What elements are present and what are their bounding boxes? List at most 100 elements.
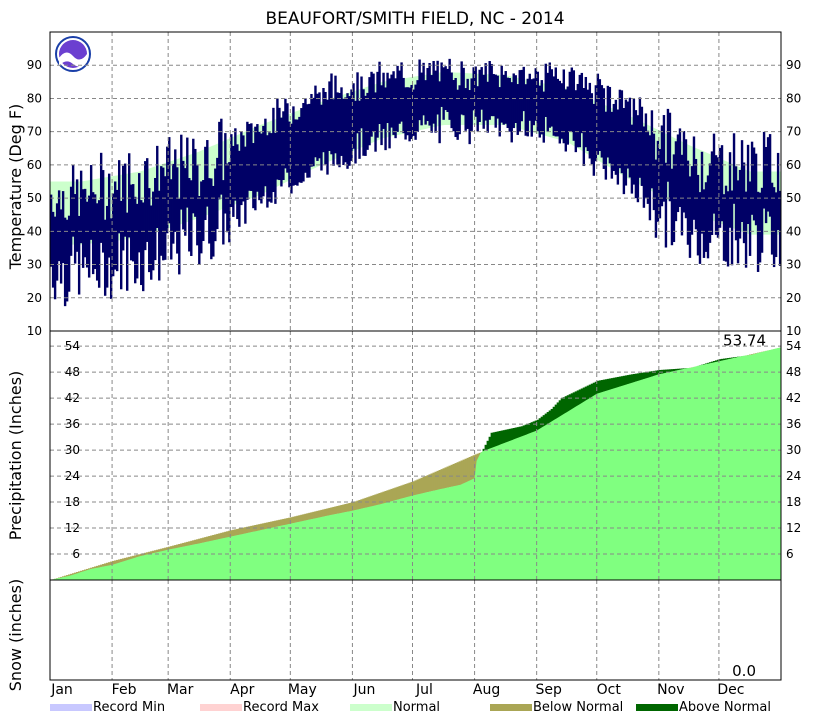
above-normal-precip-fill bbox=[626, 375, 630, 385]
observed-temperature-bar bbox=[224, 133, 227, 214]
above-normal-precip-fill bbox=[702, 364, 706, 365]
observed-temperature-bar bbox=[664, 162, 668, 248]
above-normal-precip-fill bbox=[734, 356, 738, 358]
observed-temperature-bar bbox=[162, 167, 165, 261]
observed-temperature-bar bbox=[412, 89, 415, 136]
below-normal-precip-fill bbox=[234, 529, 237, 536]
observed-temperature-bar bbox=[61, 191, 65, 264]
observed-precip-area bbox=[50, 347, 781, 580]
observed-temperature-bar bbox=[494, 74, 497, 128]
observed-temperature-bar bbox=[69, 186, 73, 256]
observed-temperature-bar bbox=[684, 139, 688, 219]
below-normal-precip-fill bbox=[320, 509, 323, 518]
observed-temperature-bar bbox=[134, 196, 137, 284]
above-normal-precip-fill bbox=[610, 378, 614, 390]
observed-temperature-bar bbox=[614, 99, 618, 175]
observed-temperature-bar bbox=[556, 78, 559, 137]
above-normal-precip-fill bbox=[646, 371, 650, 379]
observed-temperature-bar bbox=[682, 131, 686, 213]
observed-temperature-bar bbox=[121, 165, 125, 251]
observed-temperature-bar bbox=[428, 62, 431, 126]
observed-temperature-bar bbox=[81, 189, 85, 268]
below-normal-precip-fill bbox=[164, 547, 167, 551]
legend-label: Below Normal bbox=[533, 700, 623, 715]
above-normal-precip-fill bbox=[710, 361, 714, 364]
below-normal-precip-fill bbox=[308, 512, 311, 520]
above-normal-precip-fill bbox=[540, 416, 544, 429]
observed-temperature-bar bbox=[370, 71, 373, 137]
below-normal-precip-fill bbox=[104, 563, 107, 567]
above-normal-precip-fill bbox=[498, 431, 502, 446]
observed-temperature-bar bbox=[520, 69, 523, 122]
below-normal-precip-fill bbox=[180, 543, 183, 548]
temperature-axis-label: Temperature (Deg F) bbox=[6, 104, 25, 271]
above-normal-precip-fill bbox=[534, 420, 538, 432]
observed-temperature-bar bbox=[314, 85, 317, 158]
below-normal-precip-fill bbox=[458, 461, 461, 486]
above-normal-precip-fill bbox=[586, 385, 590, 400]
observed-temperature-bar bbox=[246, 121, 249, 200]
below-normal-precip-fill bbox=[218, 533, 221, 540]
observed-temperature-bar bbox=[376, 71, 379, 138]
below-normal-precip-fill bbox=[412, 481, 415, 496]
observed-temperature-bar bbox=[316, 93, 319, 161]
observed-temperature-bar bbox=[648, 135, 652, 221]
observed-temperature-bar bbox=[382, 72, 385, 129]
observed-temperature-bar bbox=[754, 153, 758, 226]
below-normal-precip-fill bbox=[248, 526, 251, 533]
observed-temperature-bar bbox=[164, 176, 167, 260]
below-normal-precip-fill bbox=[310, 512, 313, 520]
below-normal-precip-fill bbox=[402, 484, 405, 499]
below-normal-precip-fill bbox=[440, 469, 443, 490]
observed-temperature-bar bbox=[418, 59, 421, 121]
above-normal-precip-fill bbox=[624, 375, 628, 385]
observed-temperature-bar bbox=[115, 189, 119, 272]
observed-temperature-bar bbox=[364, 95, 367, 156]
below-normal-precip-fill bbox=[224, 531, 227, 538]
observed-temperature-bar bbox=[618, 89, 622, 169]
observed-temperature-bar bbox=[228, 162, 231, 243]
observed-temperature-bar bbox=[294, 119, 297, 185]
above-normal-precip-fill bbox=[682, 368, 686, 370]
observed-temperature-bar bbox=[63, 217, 67, 307]
below-normal-precip-fill bbox=[284, 518, 287, 526]
observed-temperature-bar bbox=[188, 178, 191, 252]
below-normal-precip-fill bbox=[128, 556, 131, 560]
observed-temperature-bar bbox=[166, 146, 169, 234]
above-normal-precip-fill bbox=[482, 448, 485, 452]
observed-temperature-bar bbox=[576, 83, 580, 148]
observed-temperature-bar bbox=[686, 160, 690, 245]
below-normal-precip-fill bbox=[332, 506, 335, 515]
above-normal-precip-fill bbox=[676, 368, 680, 371]
observed-temperature-bar bbox=[626, 101, 630, 169]
above-normal-precip-fill bbox=[720, 358, 724, 361]
above-normal-precip-fill bbox=[644, 372, 648, 379]
observed-temperature-bar bbox=[606, 85, 610, 158]
observed-temperature-bar bbox=[688, 176, 692, 258]
below-normal-precip-fill bbox=[174, 545, 177, 549]
above-normal-precip-fill bbox=[560, 398, 564, 416]
observed-temperature-bar bbox=[368, 77, 371, 146]
observed-temperature-bar bbox=[466, 78, 469, 129]
observed-temperature-bar bbox=[358, 100, 361, 159]
below-normal-precip-fill bbox=[398, 486, 401, 500]
below-normal-precip-fill bbox=[374, 494, 377, 506]
observed-temperature-bar bbox=[432, 60, 435, 124]
below-normal-precip-fill bbox=[442, 468, 445, 489]
observed-temperature-bar bbox=[460, 61, 463, 115]
below-normal-precip-fill bbox=[122, 558, 125, 562]
observed-temperature-bar bbox=[578, 74, 582, 148]
observed-temperature-bar bbox=[126, 212, 129, 291]
observed-temperature-bar bbox=[740, 140, 744, 223]
below-normal-precip-fill bbox=[292, 516, 295, 524]
observed-temperature-bar bbox=[400, 62, 403, 122]
below-normal-precip-fill bbox=[184, 542, 187, 547]
below-normal-precip-fill bbox=[280, 519, 283, 526]
legend-swatch bbox=[50, 704, 92, 711]
observed-temperature-bar bbox=[276, 98, 279, 180]
observed-temperature-bar bbox=[346, 93, 349, 169]
above-normal-precip-fill bbox=[670, 369, 674, 372]
precip-tick-label-left: 12 bbox=[65, 521, 80, 535]
below-normal-precip-fill bbox=[64, 575, 67, 577]
observed-temperature-bar bbox=[620, 90, 624, 174]
